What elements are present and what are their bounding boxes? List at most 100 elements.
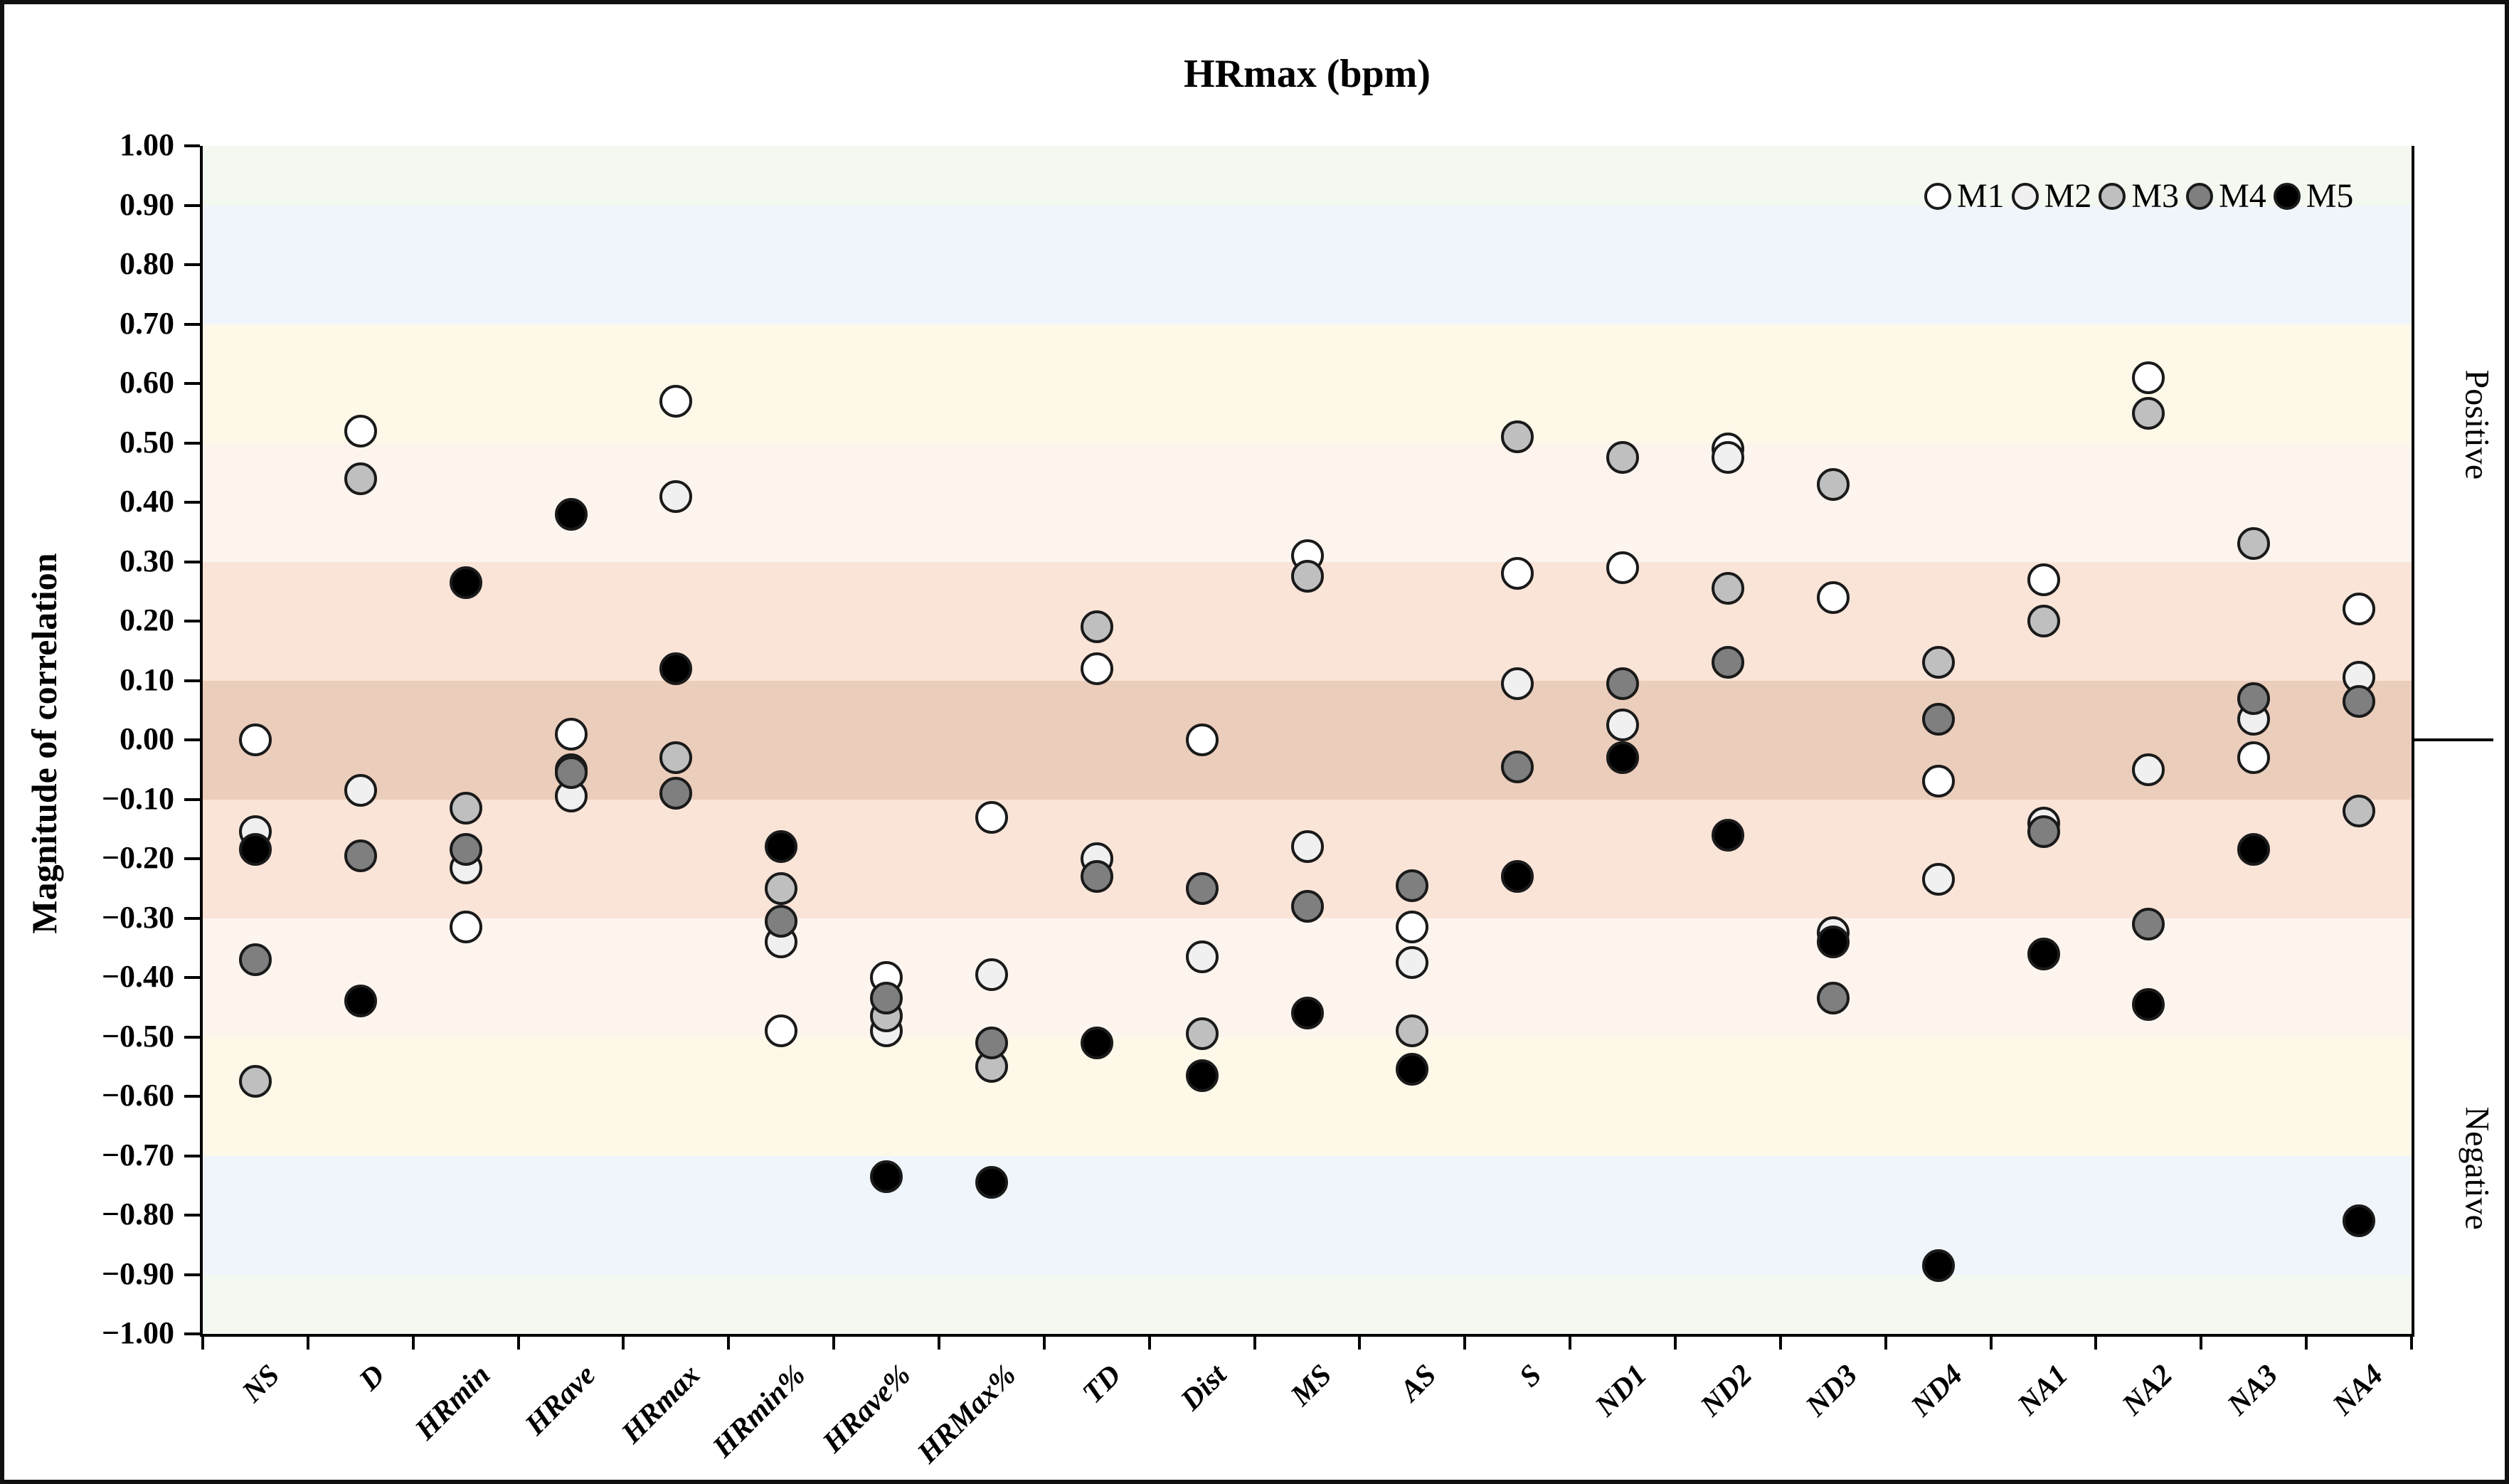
y-tick-label: −0.70 — [101, 1137, 174, 1172]
point-ND1-M5 — [1606, 741, 1640, 775]
x-axis-tick — [1569, 1337, 1572, 1350]
point-NA4-M5 — [2343, 1204, 2376, 1238]
point-MS-M5 — [1290, 997, 1324, 1030]
point-NA3-M4 — [2237, 682, 2271, 715]
y-axis-tick — [184, 1035, 200, 1039]
y-axis-tick — [184, 322, 200, 326]
point-Dist-M3 — [1185, 1017, 1219, 1051]
point-ND1-M2 — [1606, 709, 1640, 742]
x-axis-tick — [1778, 1337, 1782, 1350]
legend-marker-icon — [2011, 182, 2039, 210]
y-axis-line — [200, 146, 203, 1337]
x-axis-tick — [1463, 1337, 1467, 1350]
point-ND2-M4 — [1711, 646, 1744, 679]
x-axis-tick — [832, 1337, 836, 1350]
chart-title: HRmax (bpm) — [1184, 52, 1431, 96]
y-axis-tick — [184, 203, 200, 207]
y-tick-label: 0.20 — [120, 603, 174, 637]
x-axis-tick — [938, 1337, 940, 1350]
point-ND4-M5 — [1921, 1249, 1955, 1282]
point-HRmax-M1 — [659, 385, 693, 418]
threshold-band — [203, 146, 2412, 206]
legend-marker-icon — [2099, 182, 2126, 210]
legend-item-M4: M4 — [2186, 176, 2266, 216]
point-TD-M1 — [1080, 652, 1113, 685]
y-axis-tick — [184, 679, 200, 682]
point-S-M4 — [1501, 750, 1534, 783]
point-HRMax%-M5 — [975, 1166, 1008, 1199]
y-tick-label: 0.50 — [120, 424, 174, 460]
legend-item-M3: M3 — [2099, 176, 2179, 216]
legend-label: M4 — [2219, 177, 2266, 215]
x-axis-tick — [201, 1337, 204, 1350]
point-NA4-M1 — [2343, 593, 2376, 626]
y-axis-tick — [184, 1332, 200, 1335]
point-S-M2 — [1501, 667, 1534, 700]
point-HRmin%-M1 — [765, 1014, 798, 1048]
legend-marker-icon — [2186, 182, 2214, 210]
y-tick-label: −0.30 — [101, 899, 174, 935]
x-axis-line — [200, 1334, 2414, 1337]
y-axis-tick — [184, 1273, 200, 1276]
y-axis-tick — [184, 1095, 200, 1098]
y-tick-label: −0.40 — [101, 959, 174, 994]
point-Dist-M5 — [1185, 1059, 1219, 1092]
y-tick-label: −0.20 — [101, 840, 174, 875]
legend-marker-icon — [1924, 182, 1951, 210]
point-S-M1 — [1501, 557, 1534, 590]
threshold-band — [203, 205, 2412, 324]
point-ND3-M3 — [1816, 467, 1850, 501]
point-TD-M5 — [1080, 1026, 1113, 1059]
point-HRmin%-M4 — [765, 904, 798, 938]
x-axis-tick — [2410, 1337, 2413, 1350]
point-HRmin%-M5 — [765, 830, 798, 864]
point-NS-M5 — [238, 833, 272, 866]
y-tick-label: 0.70 — [120, 305, 174, 341]
y-tick-label: 1.00 — [120, 127, 174, 162]
y-tick-label: −0.10 — [101, 780, 174, 816]
x-axis-tick — [306, 1337, 309, 1350]
point-HRmin-M1 — [449, 911, 482, 944]
point-Dist-M1 — [1185, 724, 1219, 756]
point-MS-M3 — [1290, 560, 1324, 593]
point-D-M1 — [344, 414, 377, 447]
x-axis-tick — [1147, 1337, 1151, 1350]
point-HRave%-M4 — [870, 982, 903, 1015]
x-axis-tick — [1989, 1337, 1993, 1350]
point-AS-M1 — [1396, 911, 1429, 944]
point-Dist-M2 — [1185, 940, 1219, 973]
point-MS-M2 — [1290, 830, 1324, 864]
point-NA3-M3 — [2237, 527, 2271, 561]
point-HRmax-M4 — [659, 777, 693, 810]
point-HRMax%-M2 — [975, 958, 1008, 991]
y-tick-label: 0.00 — [120, 721, 174, 756]
point-HRmin-M4 — [449, 833, 482, 866]
point-D-M4 — [344, 839, 377, 872]
y-tick-label: 0.60 — [120, 365, 174, 400]
y-tick-label: −1.00 — [101, 1315, 174, 1350]
point-NS-M4 — [238, 943, 272, 976]
y-tick-label: −0.50 — [101, 1018, 174, 1054]
point-ND1-M4 — [1606, 667, 1640, 700]
point-HRMax%-M1 — [975, 800, 1008, 834]
point-S-M3 — [1501, 420, 1534, 454]
point-ND3-M4 — [1816, 982, 1850, 1015]
threshold-band — [203, 324, 2412, 443]
point-AS-M2 — [1396, 946, 1429, 980]
legend-label: M2 — [2044, 177, 2092, 215]
point-NA4-M4 — [2343, 684, 2376, 718]
x-axis-tick — [516, 1337, 520, 1350]
point-NA1-M1 — [2027, 563, 2060, 596]
point-HRmin-M5 — [449, 566, 482, 599]
point-TD-M4 — [1080, 860, 1113, 894]
point-ND2-M2 — [1711, 441, 1744, 475]
legend: M1 M2 M3 M4 M5 — [1924, 176, 2353, 216]
point-ND1-M1 — [1606, 551, 1640, 584]
point-AS-M3 — [1396, 1014, 1429, 1048]
x-axis-tick — [2200, 1337, 2203, 1350]
y-axis-tick — [184, 1154, 200, 1157]
point-MS-M4 — [1290, 889, 1324, 923]
y-axis-tick — [184, 916, 200, 920]
legend-item-M5: M5 — [2273, 176, 2353, 216]
positive-axis-label: Positive — [2458, 369, 2496, 480]
